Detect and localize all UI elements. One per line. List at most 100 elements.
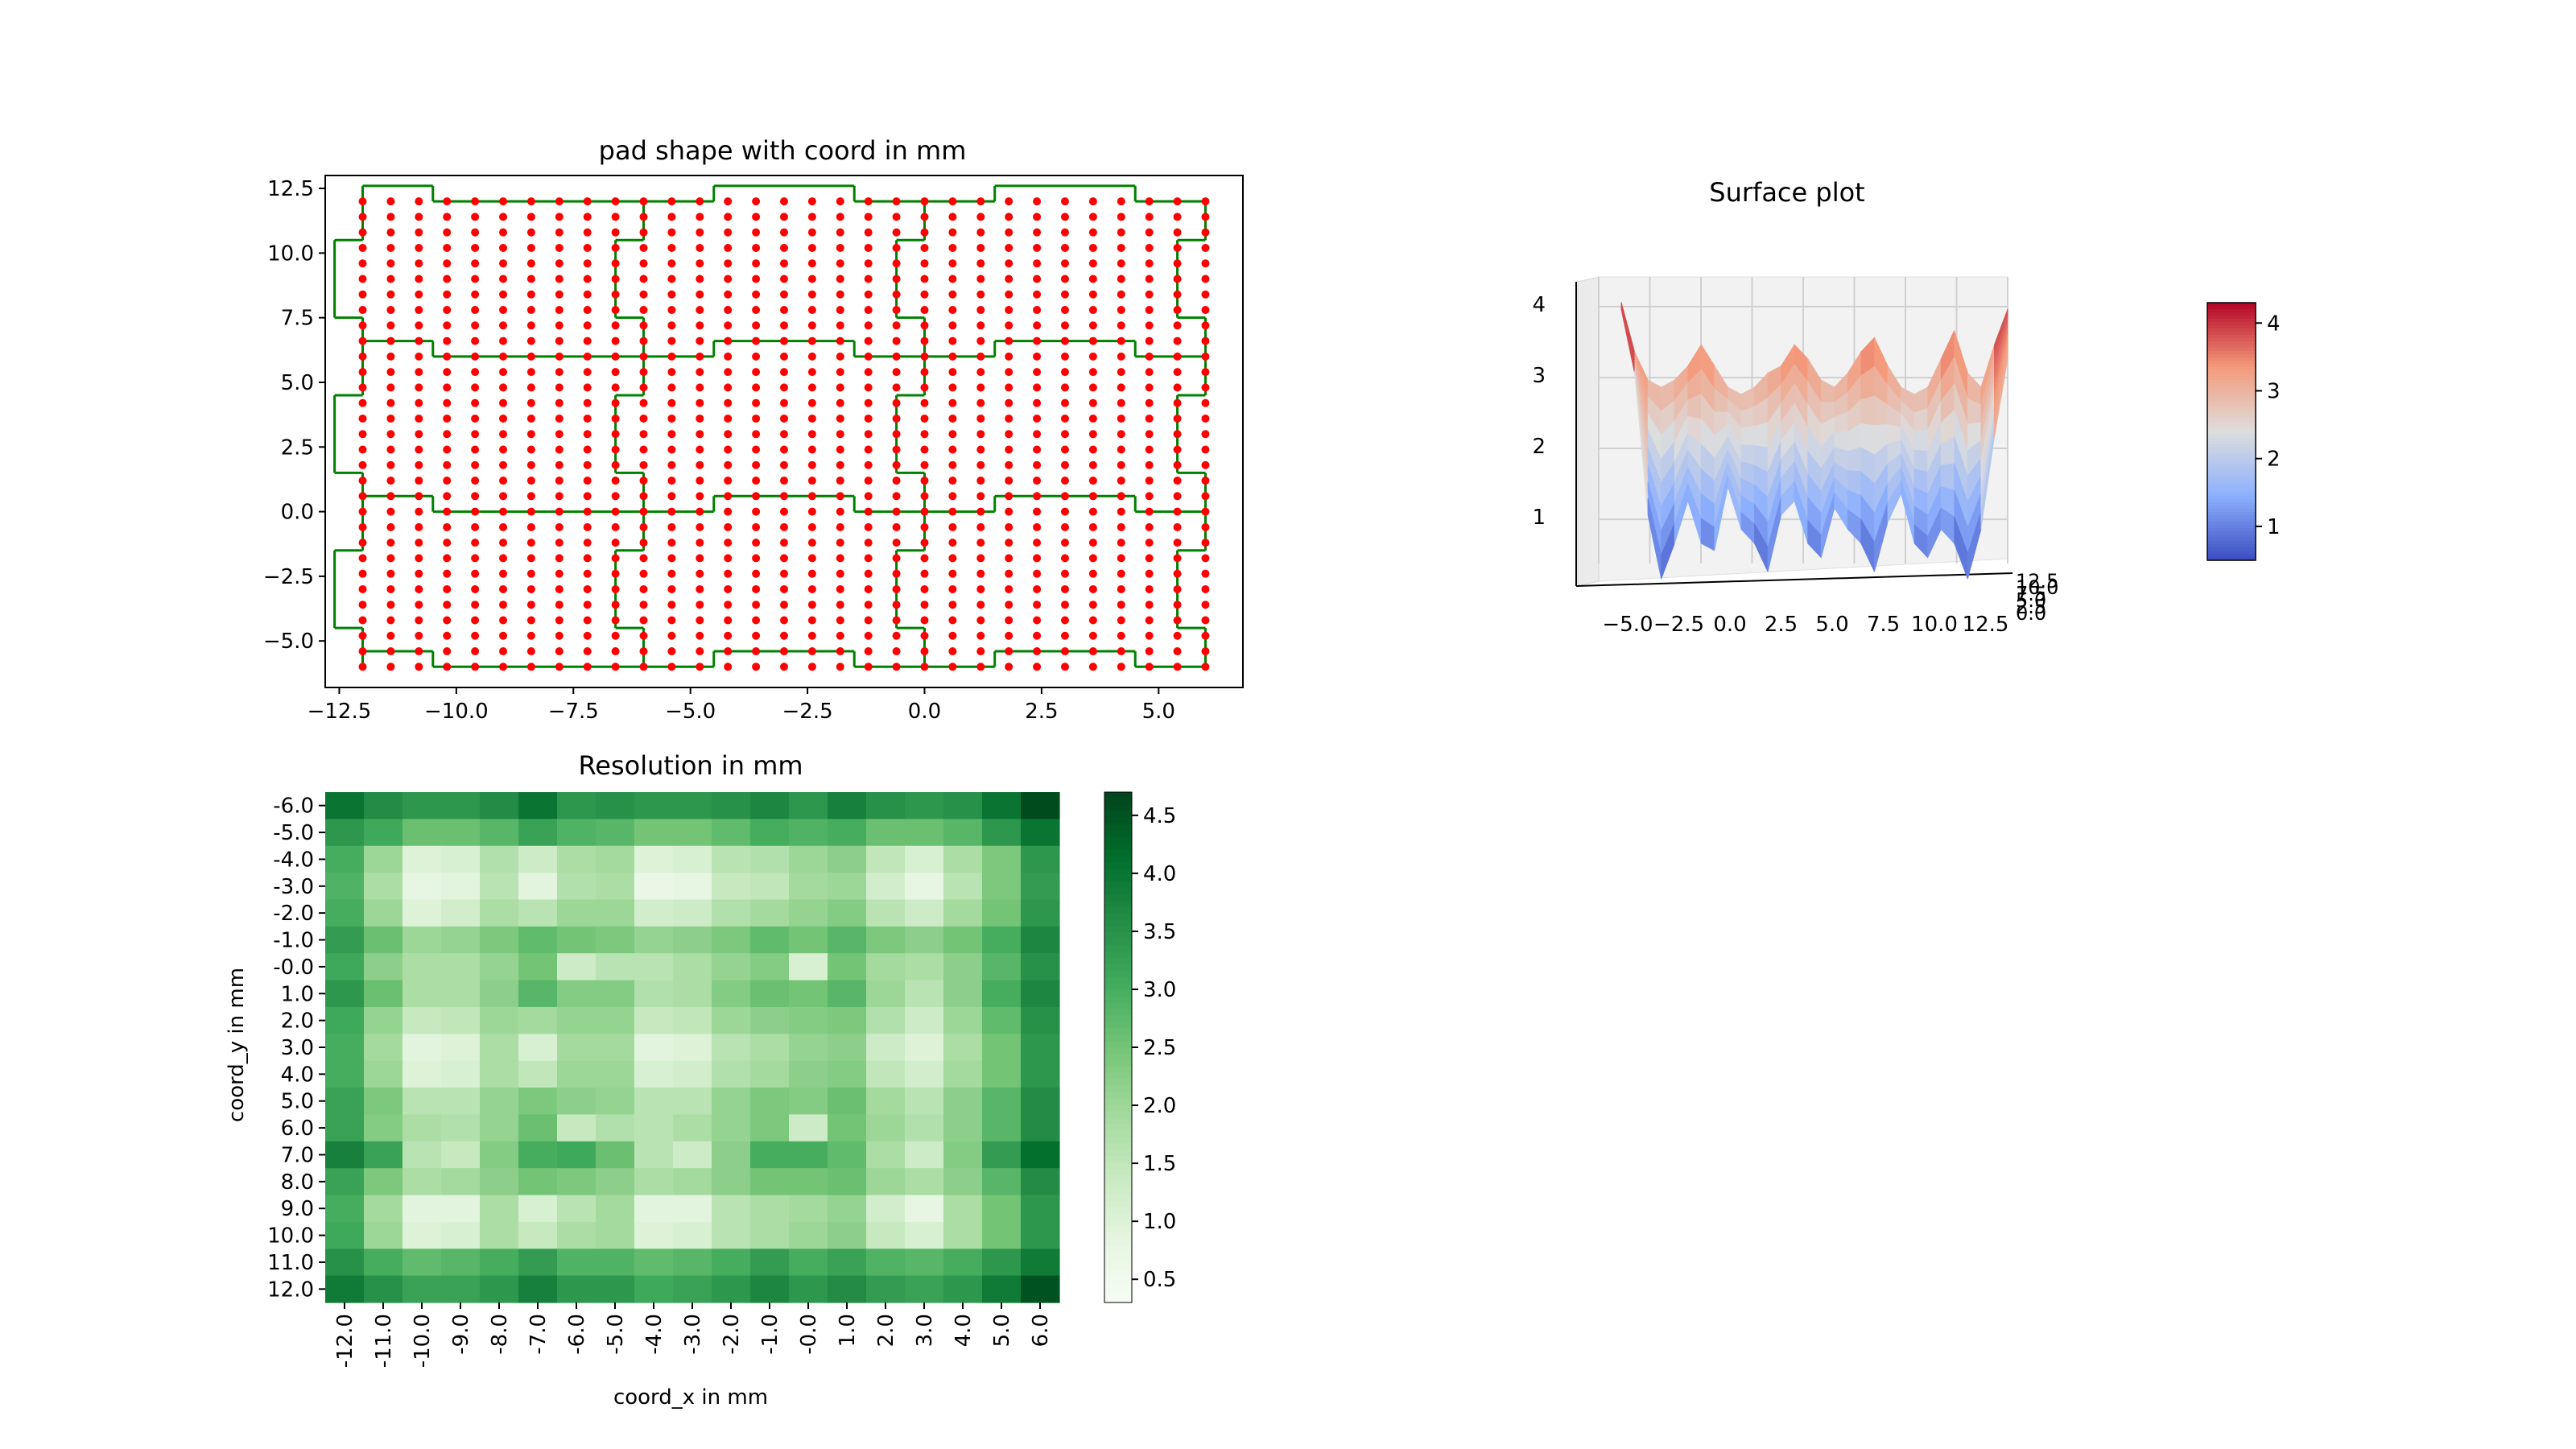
pad-point [752, 290, 761, 299]
pad-point [639, 554, 648, 563]
pad-point [471, 383, 480, 392]
heatmap-colorbar-segment [1104, 996, 1132, 1004]
pad-point [415, 584, 423, 593]
pad-point [1033, 213, 1042, 221]
pad-point [443, 647, 452, 656]
pad-point [976, 228, 985, 237]
pad-point [976, 259, 985, 268]
pad-point [1117, 243, 1125, 252]
heatmap-cell [480, 1221, 519, 1249]
pad-point [864, 352, 873, 361]
heatmap-cell [982, 1006, 1022, 1034]
heatmap-cell [480, 1275, 519, 1303]
heatmap-cell [943, 1088, 983, 1116]
surface-x-tick-label: −2.5 [1653, 613, 1704, 637]
heatmap-cell [557, 873, 597, 901]
heatmap-cell [750, 873, 790, 901]
pad-point [471, 631, 480, 640]
heatmap-cell [750, 1141, 790, 1169]
heatmap-x-tick-label: -6.0 [565, 1314, 589, 1355]
pad-point [443, 631, 452, 640]
pad-point [1173, 631, 1182, 640]
heatmap-cell [828, 1195, 867, 1223]
heatmap-cell [402, 1195, 442, 1223]
pad-point [780, 663, 788, 671]
heatmap-cell [712, 1275, 751, 1303]
pad-point [555, 197, 564, 206]
pad-point [358, 213, 367, 221]
pad-point [807, 522, 816, 531]
pad-point [583, 213, 592, 221]
pad-point [1033, 383, 1042, 392]
surface-colorbar-segment [2207, 496, 2256, 500]
pad-point [752, 321, 761, 330]
pad-point [1005, 460, 1013, 469]
pad-point [443, 290, 452, 299]
heatmap-colorbar-segment [1104, 811, 1132, 819]
pad-point [639, 631, 648, 640]
heatmap-colorbar: 4.54.03.53.02.52.01.51.00.5 [1104, 791, 1176, 1303]
pad-point [807, 507, 816, 516]
heatmap-cell [402, 926, 442, 954]
heatmap-cell [712, 1249, 751, 1277]
heatmap-colorbar-segment [1104, 1072, 1132, 1080]
pad-point [724, 631, 733, 640]
pad-point [836, 368, 844, 377]
heatmap-cell [866, 926, 906, 954]
pad-point [555, 321, 564, 330]
heatmap-cell [673, 1275, 712, 1303]
surface-facet [1913, 429, 1929, 452]
pad-point [920, 522, 929, 531]
heatmap-cell [982, 953, 1022, 981]
pad-point [1173, 663, 1182, 671]
heatmap-colorbar-segment [1104, 1238, 1132, 1246]
heatmap-y-label: coord_y in mm [225, 968, 249, 1122]
pad-point [1173, 601, 1182, 609]
heatmap-cell [557, 1141, 597, 1169]
heatmap-x-tick-label: -12.0 [333, 1314, 357, 1368]
pad-point [1173, 554, 1182, 563]
pad-point [752, 554, 761, 563]
heatmap-cell [789, 1034, 828, 1062]
pad-point [1173, 584, 1182, 593]
pad-point [1173, 414, 1182, 423]
pad-point [1145, 197, 1154, 206]
heatmap-cell [750, 1114, 790, 1142]
heatmap-cell [441, 953, 481, 981]
pad-point [724, 352, 733, 361]
pad-point [892, 336, 901, 345]
pad-point [1117, 460, 1125, 469]
heatmap-cell [943, 873, 983, 901]
pad-point [1060, 430, 1069, 439]
pad-point [807, 616, 816, 625]
pad-point [1145, 368, 1154, 377]
pad-point [836, 460, 844, 469]
pad-point [752, 213, 761, 221]
surface-colorbar-segment [2207, 419, 2256, 423]
pad-point [976, 430, 985, 439]
pad-point [1145, 663, 1154, 671]
pad-point [555, 616, 564, 625]
pad-point [443, 243, 452, 252]
heatmap-cell [402, 1034, 442, 1062]
pad-point [752, 197, 761, 206]
pad-point [611, 197, 620, 206]
heatmap-colorbar-segment [1104, 887, 1132, 895]
pad-point [611, 290, 620, 299]
pad-point [1145, 243, 1154, 252]
pad-point [976, 616, 985, 625]
pad-point [948, 460, 957, 469]
heatmap-cell [441, 980, 481, 1008]
heatmap-cell [518, 792, 558, 819]
pad-point [639, 368, 648, 377]
heatmap-y-tick-label: -1.0 [273, 929, 314, 953]
pad-point [499, 321, 508, 330]
pad-point [976, 275, 985, 283]
heatmap-cell [364, 1006, 403, 1034]
pad-point [780, 213, 788, 221]
pad-point [920, 492, 929, 501]
pad-point [836, 647, 844, 656]
pad-point [864, 275, 873, 283]
heatmap-cell [789, 1221, 828, 1249]
pad-point [555, 663, 564, 671]
